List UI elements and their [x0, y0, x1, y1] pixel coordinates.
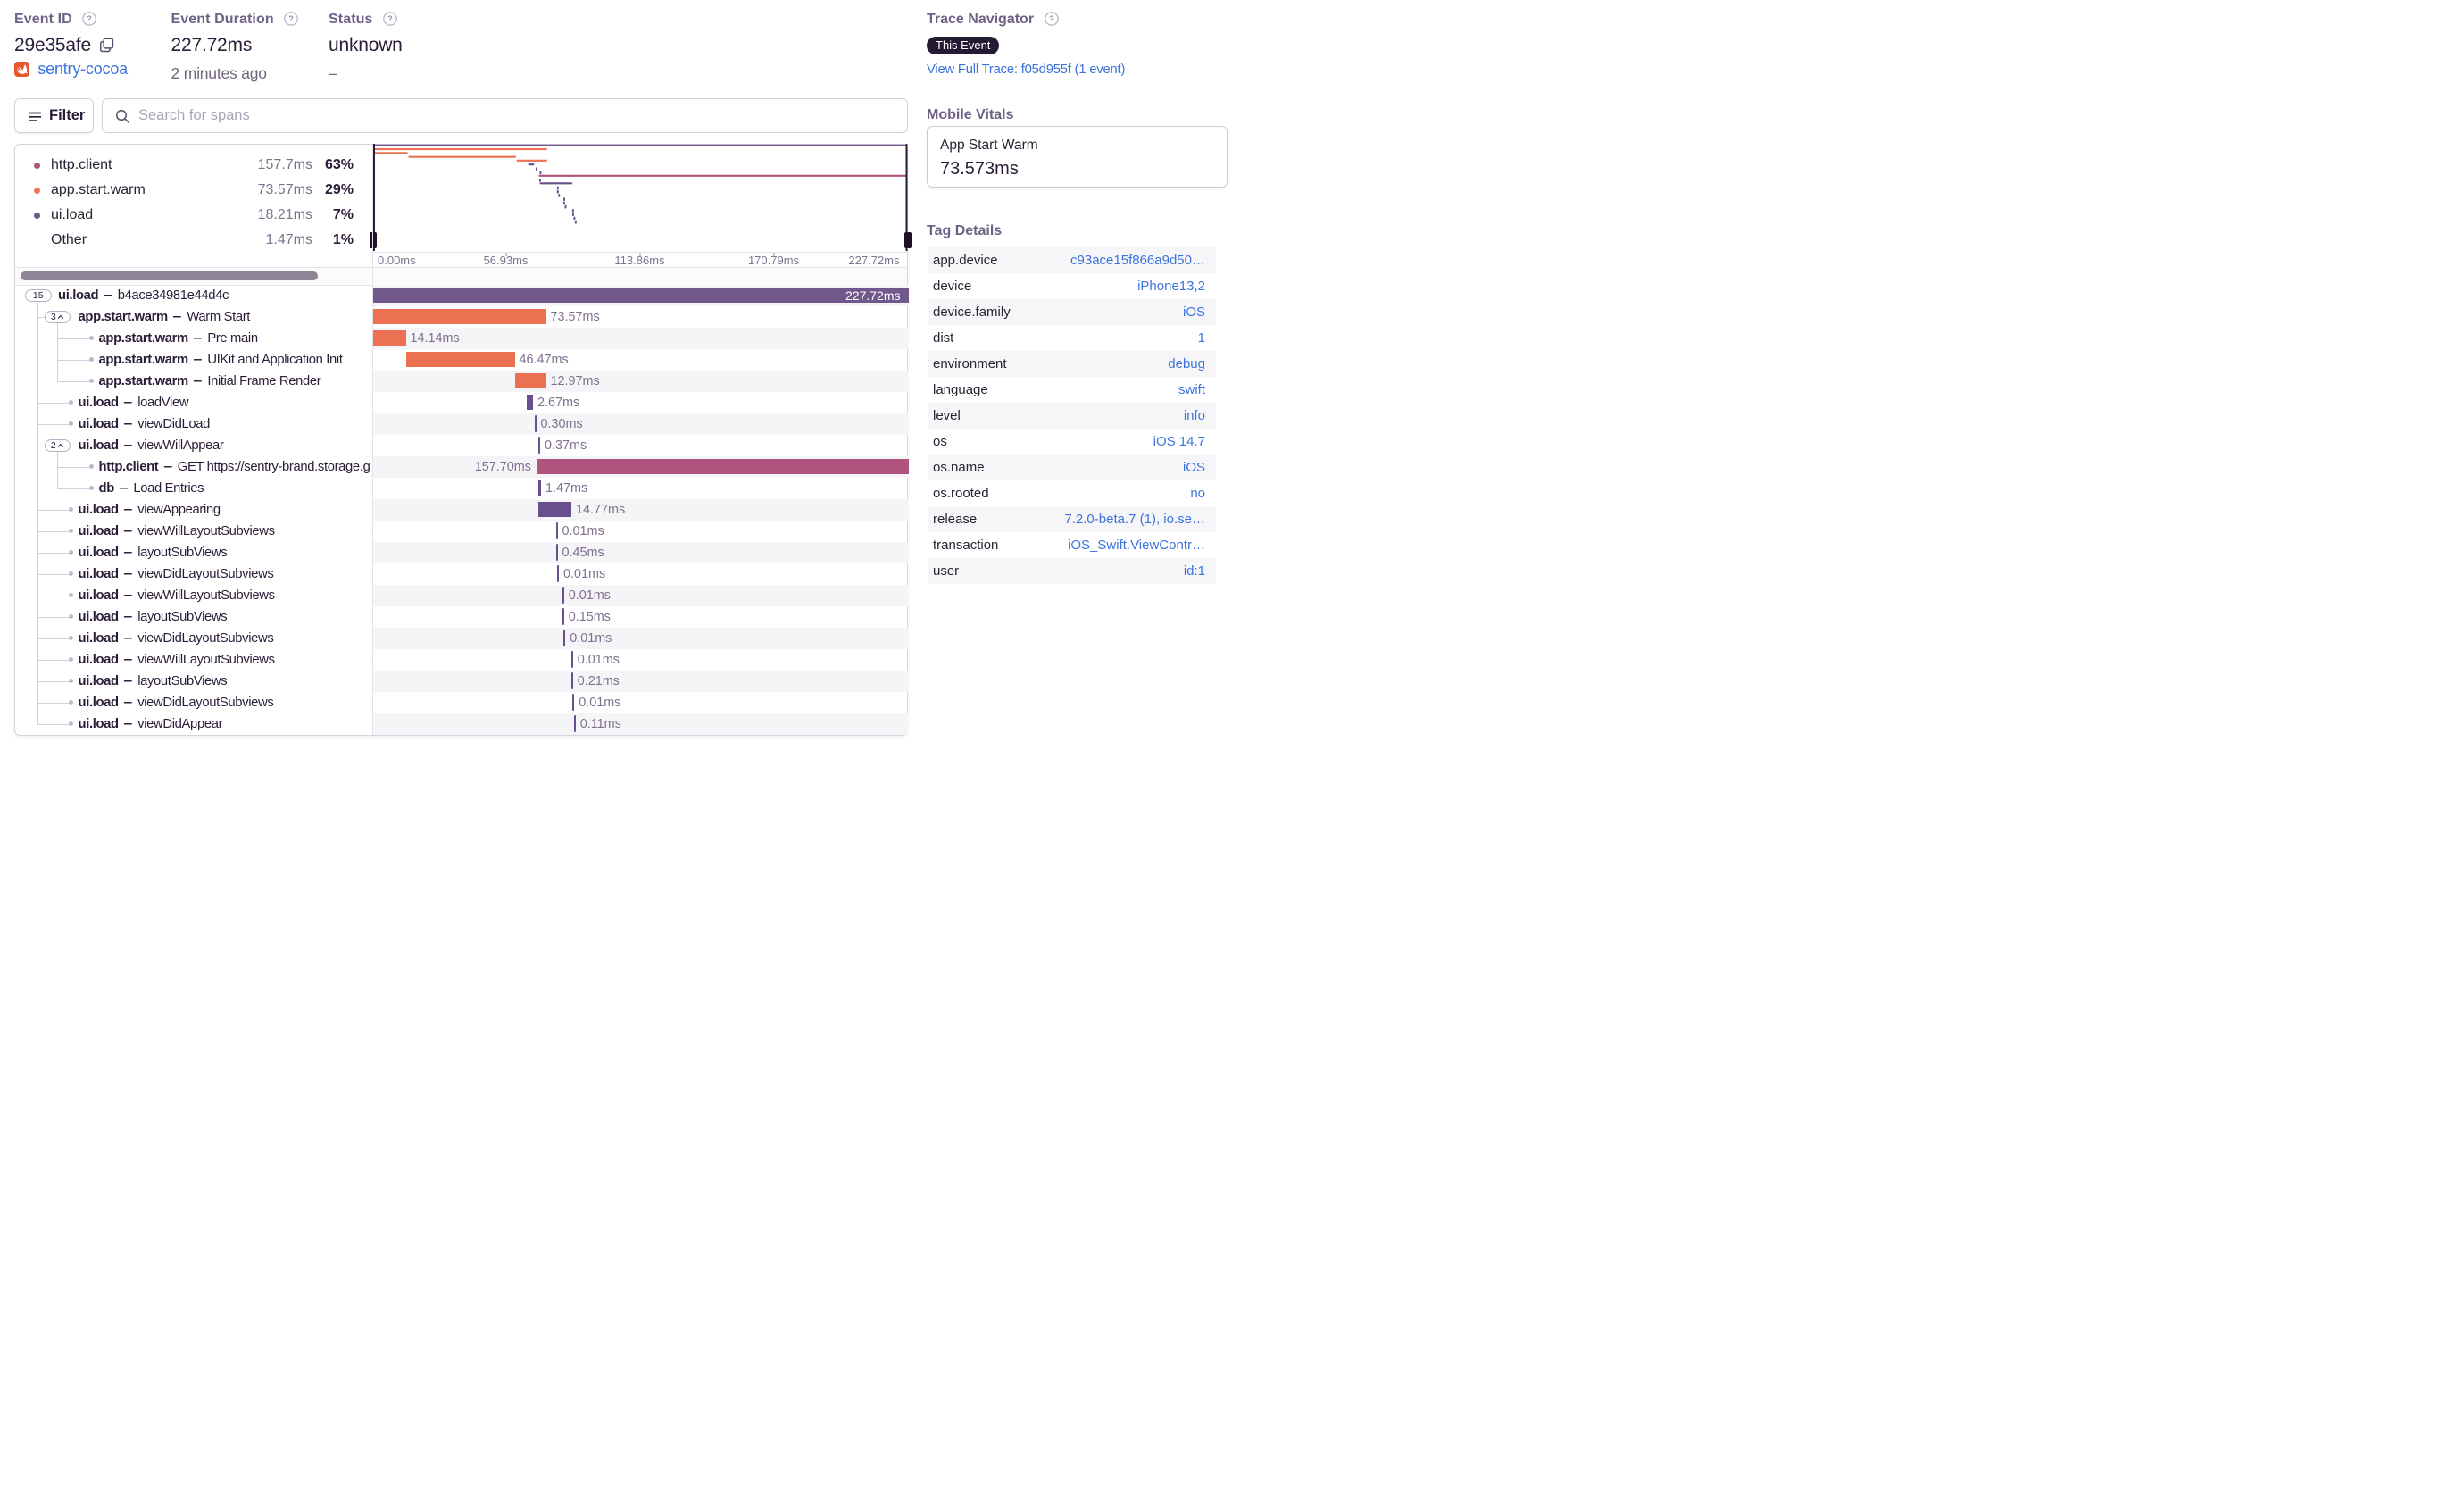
svg-text:?: ?: [1049, 14, 1054, 23]
svg-text:?: ?: [87, 14, 93, 23]
svg-text:?: ?: [288, 14, 294, 23]
svg-text:?: ?: [387, 14, 393, 23]
